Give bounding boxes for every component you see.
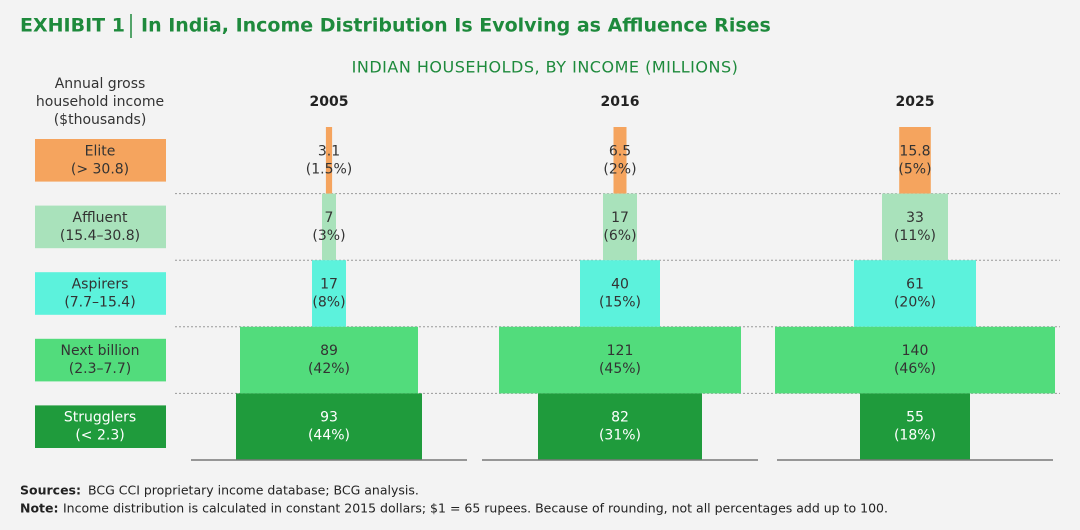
value-label: 17 (611, 210, 629, 226)
share-label: (6%) (603, 228, 636, 244)
category-label: Strugglers (64, 410, 136, 426)
value-label: 82 (611, 410, 629, 426)
share-label: (46%) (894, 361, 936, 377)
bar (580, 260, 660, 327)
value-label: 93 (320, 410, 338, 426)
value-label: 6.5 (609, 143, 631, 159)
category-range: (15.4–30.8) (60, 228, 140, 244)
bar (538, 393, 702, 460)
category-label: Next billion (61, 343, 140, 359)
row-axis-label: household income (36, 94, 164, 110)
chart-subtitle: INDIAN HOUSEHOLDS, BY INCOME (MILLIONS) (352, 58, 739, 77)
value-label: 7 (325, 210, 334, 226)
share-label: (5%) (898, 161, 931, 177)
bar (775, 326, 1055, 394)
category-box (35, 205, 166, 249)
chart-title: In India, Income Distribution Is Evolvin… (141, 15, 771, 37)
category-box (35, 272, 166, 315)
category-range: (> 30.8) (71, 161, 129, 177)
share-label: (15%) (599, 295, 641, 311)
share-label: (1.5%) (306, 161, 353, 177)
category-box (35, 139, 166, 182)
row-axis-label: ($thousands) (54, 112, 147, 128)
share-label: (45%) (599, 361, 641, 377)
bar (882, 193, 948, 261)
year-label: 2016 (601, 94, 640, 110)
value-label: 15.8 (899, 143, 930, 159)
value-label: 40 (611, 277, 629, 293)
bar (854, 260, 976, 327)
category-label: Affluent (73, 210, 128, 226)
category-label: Aspirers (72, 277, 129, 293)
share-label: (11%) (894, 228, 936, 244)
value-label: 89 (320, 343, 338, 359)
bar (312, 260, 346, 327)
share-label: (42%) (308, 361, 350, 377)
share-label: (3%) (312, 228, 345, 244)
bar (499, 326, 741, 394)
category-range: (< 2.3) (75, 428, 124, 444)
category-range: (7.7–15.4) (64, 295, 135, 311)
sources: BCG CCI proprietary income database; BCG… (88, 483, 419, 498)
bar (322, 193, 336, 261)
bar (899, 127, 931, 194)
bar (603, 193, 637, 261)
value-label: 33 (906, 210, 924, 226)
value-label: 55 (906, 410, 924, 426)
note-label: Note: (20, 501, 59, 516)
share-label: (8%) (312, 295, 345, 311)
share-label: (31%) (599, 428, 641, 444)
bar (240, 326, 418, 394)
bar (613, 127, 627, 194)
share-label: (20%) (894, 295, 936, 311)
value-label: 61 (906, 277, 924, 293)
value-label: 17 (320, 277, 338, 293)
category-label: Elite (85, 143, 116, 159)
category-box (35, 405, 166, 448)
bar (860, 393, 970, 460)
note: Income distribution is calculated in con… (63, 501, 888, 516)
exhibit-label: EXHIBIT 1 (20, 15, 125, 37)
year-label: 2005 (310, 94, 349, 110)
share-label: (18%) (894, 428, 936, 444)
share-label: (2%) (603, 161, 636, 177)
value-label: 140 (902, 343, 929, 359)
category-box (35, 338, 166, 382)
value-label: 121 (607, 343, 634, 359)
value-label: 3.1 (318, 143, 340, 159)
share-label: (44%) (308, 428, 350, 444)
category-range: (2.3–7.7) (69, 361, 131, 377)
bar (236, 393, 422, 460)
year-label: 2025 (896, 94, 935, 110)
bar (325, 127, 333, 194)
row-axis-label: Annual gross (55, 76, 146, 92)
sources-label: Sources: (20, 483, 81, 498)
